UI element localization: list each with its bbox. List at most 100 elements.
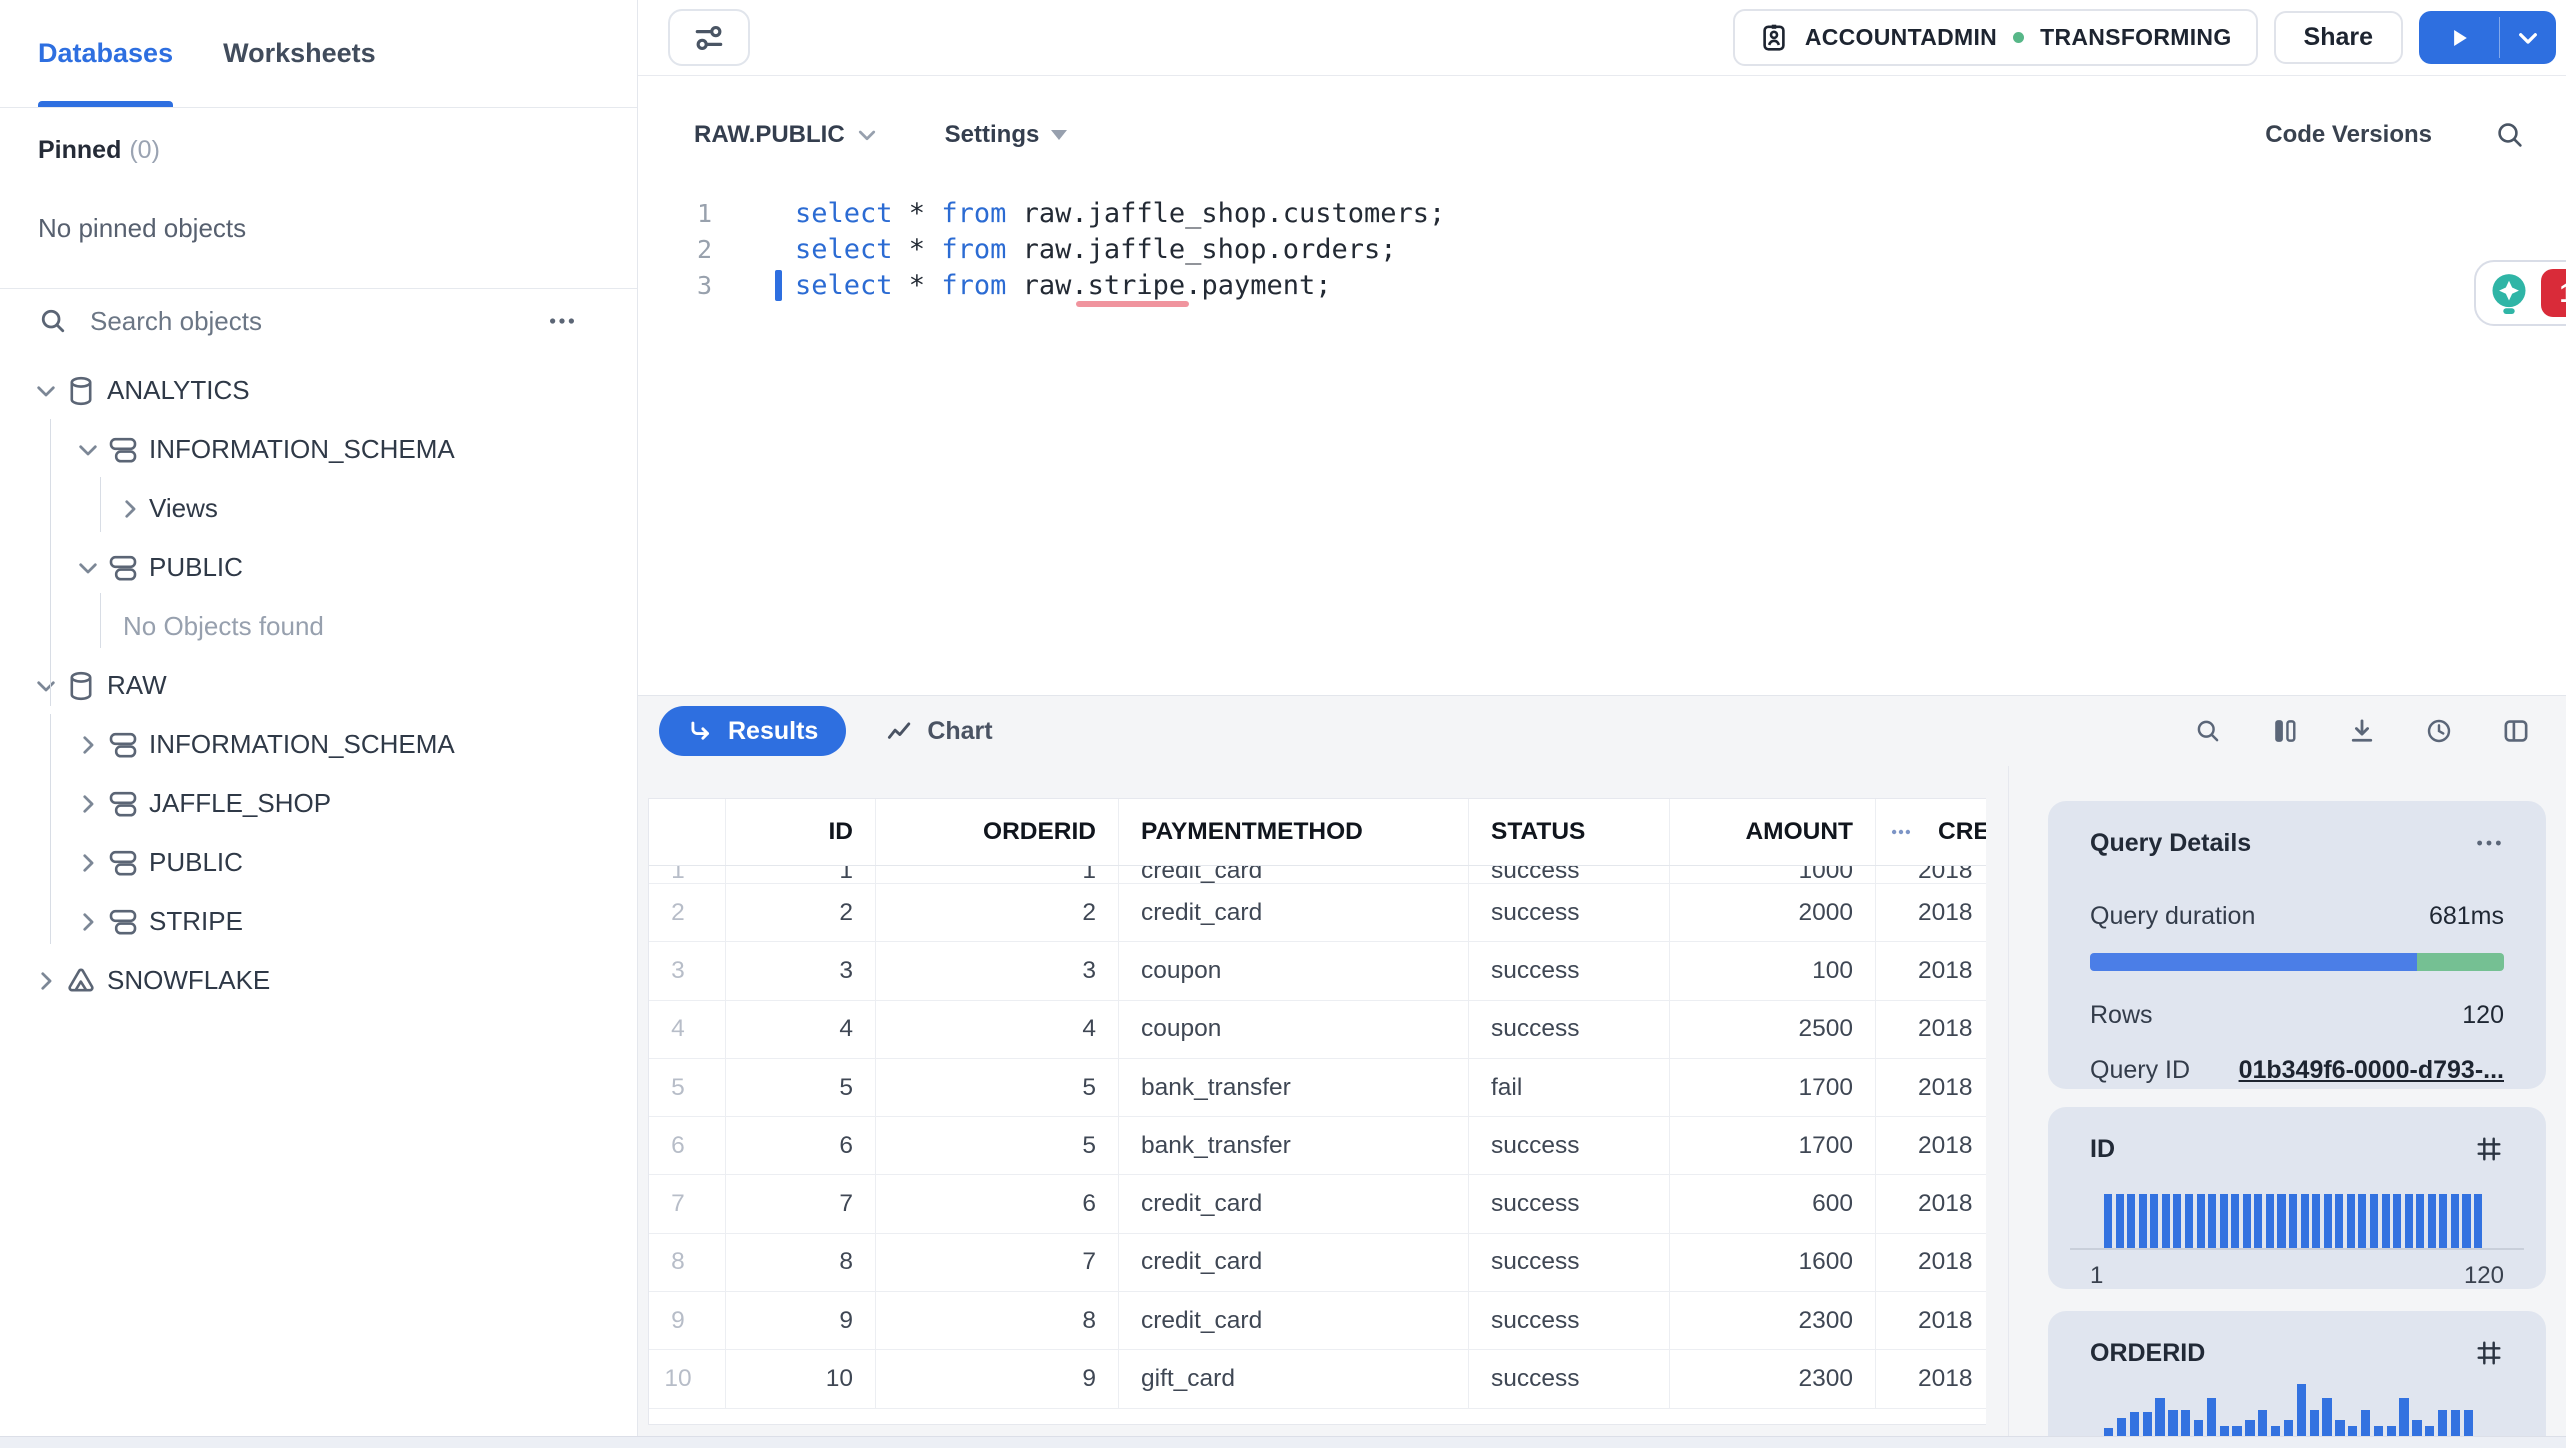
sidebar-item-views[interactable]: Views <box>0 479 637 538</box>
sidebar-item-information-schema[interactable]: INFORMATION_SCHEMA <box>0 715 637 774</box>
chevron-right-icon[interactable] <box>75 909 101 935</box>
cell[interactable]: success <box>1469 1117 1670 1175</box>
cell[interactable]: 1700 <box>1670 1117 1876 1175</box>
sidebar-item-raw[interactable]: RAW <box>0 656 637 715</box>
header-cell-orderid[interactable]: ORDERID <box>876 799 1119 865</box>
cell[interactable]: 4 <box>649 1000 726 1058</box>
cell[interactable]: 8 <box>726 1233 876 1292</box>
ellipsis-icon[interactable] <box>547 306 577 336</box>
cell[interactable]: 1 <box>726 866 876 883</box>
cell[interactable]: 4 <box>876 1000 1119 1058</box>
chevron-down-icon[interactable] <box>75 555 101 581</box>
cell[interactable]: 2018 <box>1876 1059 1986 1116</box>
table-row[interactable]: 6 6 5 bank_transfer success 1700 2018 <box>649 1117 1986 1176</box>
sidebar-item-jaffle-shop[interactable]: JAFFLE_SHOP <box>0 774 637 833</box>
cell[interactable]: 9 <box>726 1292 876 1350</box>
filters-button[interactable] <box>668 9 750 66</box>
table-row[interactable]: 8 8 7 credit_card success 1600 2018 <box>649 1233 1986 1293</box>
sidebar-item-snowflake[interactable]: SNOWFLAKE <box>0 951 637 1010</box>
sidebar-item-information-schema[interactable]: INFORMATION_SCHEMA <box>0 420 637 479</box>
cell[interactable]: 2000 <box>1670 884 1876 942</box>
chevron-right-icon[interactable] <box>75 791 101 817</box>
cell[interactable]: 2 <box>649 884 726 942</box>
chevron-right-icon[interactable] <box>117 496 143 522</box>
table-row[interactable]: 7 7 6 credit_card success 600 2018 <box>649 1175 1986 1234</box>
settings-dropdown[interactable]: Settings <box>945 121 1068 149</box>
chevron-down-icon[interactable] <box>33 378 59 404</box>
tab-worksheets[interactable]: Worksheets <box>223 38 376 68</box>
code-line-2[interactable]: 2 select * from raw.jaffle_shop.orders; <box>638 231 2566 267</box>
cell[interactable]: 2018 <box>1876 942 1986 999</box>
cell[interactable]: 1 <box>649 866 726 883</box>
table-row[interactable]: 3 3 3 coupon success 100 2018 <box>649 942 1986 1001</box>
history-clock-icon[interactable] <box>2425 717 2453 745</box>
cell[interactable]: 7 <box>726 1175 876 1233</box>
cell[interactable]: credit_card <box>1119 1233 1469 1292</box>
duration-breakdown-bar[interactable] <box>2090 953 2504 971</box>
cell[interactable]: 5 <box>726 1058 876 1117</box>
cell[interactable]: 1600 <box>1670 1233 1876 1292</box>
cell[interactable]: 3 <box>649 942 726 1000</box>
table-row[interactable]: 1 1 1 credit_card success 1000 2018 <box>649 866 1986 883</box>
cell[interactable]: coupon <box>1119 1000 1469 1058</box>
split-panel-icon[interactable] <box>2502 717 2530 745</box>
column-menu-icon[interactable] <box>1890 821 1912 843</box>
table-row[interactable]: 5 5 5 bank_transfer fail 1700 2018 <box>649 1058 1986 1118</box>
cell[interactable]: 4 <box>726 1000 876 1058</box>
header-cell-status[interactable]: STATUS <box>1469 799 1670 865</box>
id-histogram[interactable] <box>2104 1194 2483 1248</box>
chevron-down-icon[interactable] <box>75 437 101 463</box>
tab-chart[interactable]: Chart <box>886 717 993 746</box>
sql-editor[interactable]: 1 select * from raw.jaffle_shop.customers… <box>638 195 2566 695</box>
table-row[interactable]: 9 9 8 credit_card success 2300 2018 <box>649 1292 1986 1351</box>
cell[interactable]: 1700 <box>1670 1058 1876 1117</box>
cell[interactable]: 5 <box>876 1117 1119 1175</box>
cell[interactable]: coupon <box>1119 942 1469 1000</box>
editor-search-icon[interactable] <box>2494 119 2526 151</box>
cell[interactable]: 6 <box>649 1117 726 1175</box>
run-button[interactable] <box>2419 11 2499 64</box>
cell[interactable]: success <box>1469 884 1670 942</box>
share-button[interactable]: Share <box>2273 11 2403 64</box>
table-row[interactable]: 2 2 2 credit_card success 2000 2018 <box>649 884 1986 943</box>
cell[interactable]: 6 <box>876 1175 1119 1233</box>
tab-databases[interactable]: Databases <box>38 0 174 107</box>
sidebar-item-public[interactable]: PUBLIC <box>0 538 637 597</box>
run-options-button[interactable] <box>2500 11 2556 64</box>
header-cell-amount[interactable]: AMOUNT <box>1670 799 1876 865</box>
cell[interactable]: 5 <box>649 1058 726 1117</box>
cell[interactable]: bank_transfer <box>1119 1058 1469 1117</box>
cell[interactable]: 2300 <box>1670 1350 1876 1408</box>
chevron-right-icon[interactable] <box>75 850 101 876</box>
tab-results[interactable]: Results <box>659 706 847 756</box>
cell[interactable]: 3 <box>726 942 876 1000</box>
cell[interactable]: credit_card <box>1119 1175 1469 1233</box>
cell[interactable]: 10 <box>726 1350 876 1408</box>
cell[interactable]: 10 <box>649 1350 726 1408</box>
table-row[interactable]: 4 4 4 coupon success 2500 2018 <box>649 1000 1986 1059</box>
table-row[interactable]: 10 10 9 gift_card success 2300 2018 <box>649 1350 1986 1409</box>
cell[interactable]: success <box>1469 1292 1670 1350</box>
cell[interactable]: 1000 <box>1670 866 1876 883</box>
cell[interactable]: fail <box>1469 1058 1670 1117</box>
cell[interactable]: credit_card <box>1119 884 1469 942</box>
cell[interactable]: 8 <box>649 1233 726 1292</box>
cell[interactable]: 8 <box>876 1292 1119 1350</box>
cell[interactable]: credit_card <box>1119 866 1469 883</box>
cell[interactable]: success <box>1469 942 1670 1000</box>
cell[interactable]: 2018 <box>1876 884 1986 941</box>
cell[interactable]: 2 <box>876 884 1119 942</box>
cell[interactable]: credit_card <box>1119 1292 1469 1350</box>
cell[interactable]: success <box>1469 866 1670 883</box>
cell[interactable]: 9 <box>649 1292 726 1350</box>
cell[interactable]: 2018 <box>1876 1175 1986 1232</box>
object-search[interactable]: Search objects <box>0 289 637 353</box>
cell[interactable]: 2018 <box>1876 1001 1986 1058</box>
cell[interactable]: 600 <box>1670 1175 1876 1233</box>
cell[interactable]: gift_card <box>1119 1350 1469 1408</box>
code-line-3[interactable]: 3 select * from raw.stripe.payment; <box>638 267 2566 303</box>
cell[interactable]: 1 <box>876 866 1119 883</box>
code-versions-button[interactable]: Code Versions <box>2265 121 2432 148</box>
cell[interactable]: bank_transfer <box>1119 1117 1469 1175</box>
header-cell-id[interactable]: ID <box>726 799 876 865</box>
